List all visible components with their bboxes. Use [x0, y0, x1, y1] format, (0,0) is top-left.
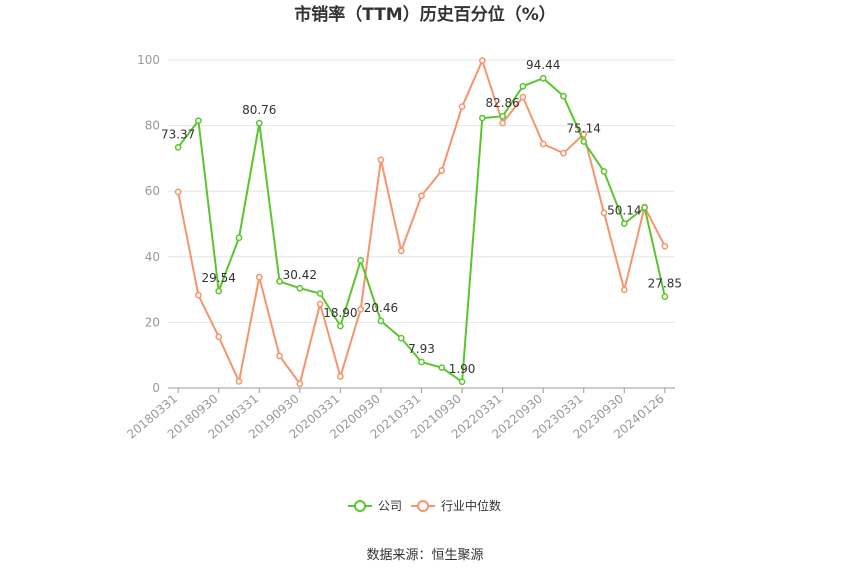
industry-median-data-point	[519, 93, 527, 101]
chart-title: 市销率（TTM）历史百分位（%）	[294, 4, 556, 25]
legend-label: 行业中位数	[441, 498, 501, 513]
y-tick-label: 20	[145, 315, 160, 329]
industry-median-data-point	[560, 149, 567, 157]
company-data-point	[560, 92, 567, 100]
company-data-point	[600, 168, 608, 175]
company-data-point	[235, 234, 243, 242]
company-data-point	[580, 138, 588, 145]
company-data-label: 82.86	[485, 96, 519, 110]
company-data-label: 75.14	[567, 122, 601, 136]
y-tick-label: 80	[145, 119, 160, 133]
industry-median-data-point	[478, 57, 486, 65]
company-data-label: 27.85	[648, 277, 682, 291]
company-data-label: 30.42	[283, 268, 317, 282]
company-data-label: 1.90	[449, 362, 476, 376]
industry-median-data-point	[296, 380, 304, 388]
company-data-label: 7.93	[408, 342, 435, 356]
company-data-point	[641, 204, 648, 211]
data-source-note: 数据来源：恒生聚源	[366, 548, 483, 563]
company-data-point	[499, 112, 506, 120]
company-data-point	[296, 284, 304, 292]
company-data-point	[519, 82, 527, 90]
industry-median-data-point	[600, 209, 608, 217]
company-data-label: 80.76	[242, 103, 276, 117]
industry-median-data-point	[377, 156, 385, 164]
company-data-point	[215, 287, 223, 295]
y-tick-label: 0	[152, 381, 160, 395]
company-data-point	[357, 257, 365, 264]
company-data-point	[276, 278, 283, 285]
company-data-point	[337, 322, 344, 330]
industry-median-data-point	[195, 291, 202, 299]
data-label-layer: 73.37 29.54 80.76 30.42 18.90 20.46 7.93 1.90 82…	[161, 58, 682, 376]
company-data-label: 50.14	[607, 204, 641, 218]
legend-marker-icon	[417, 500, 429, 512]
grid-layer	[168, 59, 675, 323]
company-data-label: 18.90	[323, 306, 357, 320]
y-tick-label: 60	[145, 184, 160, 198]
industry-median-data-point	[458, 103, 466, 110]
industry-median-data-point	[357, 305, 365, 313]
company-data-point	[620, 220, 628, 227]
company-data-point	[458, 378, 466, 386]
company-data-point	[397, 334, 405, 342]
industry-median-data-point	[276, 352, 283, 360]
industry-median-data-point	[539, 140, 547, 148]
industry-median-data-point	[215, 333, 223, 341]
industry-median-data-point	[661, 242, 669, 250]
company-data-point	[174, 143, 182, 151]
industry-median-data-point	[418, 192, 425, 200]
industry-median-data-point	[255, 273, 263, 281]
industry-median-data-point	[316, 300, 324, 308]
industry-median-data-point	[337, 373, 344, 380]
company-data-point	[377, 317, 385, 325]
company-data-point	[539, 74, 547, 82]
legend-label: 公司	[378, 499, 402, 513]
company-data-point	[255, 119, 263, 127]
legend-marker-icon	[354, 500, 366, 512]
y-tick-label: 100	[137, 53, 160, 67]
legend-item-company[interactable]: 公司	[348, 499, 402, 513]
industry-median-data-point	[499, 119, 506, 127]
company-data-label: 29.54	[202, 271, 236, 285]
y-tick-label: 40	[145, 250, 160, 264]
company-data-label: 20.46	[364, 301, 398, 315]
company-data-label: 73.37	[161, 127, 195, 141]
legend[interactable]: 公司 行业中位数	[348, 498, 501, 513]
industry-median-data-point	[235, 378, 243, 385]
industry-median-data-point	[174, 188, 182, 196]
company-data-point	[316, 290, 324, 297]
company-data-point	[418, 358, 425, 366]
series-layer	[174, 57, 669, 388]
legend-item-industry-median[interactable]: 行业中位数	[411, 498, 501, 513]
company-data-point	[438, 364, 446, 372]
company-data-point	[195, 117, 202, 125]
industry-median-data-point	[397, 247, 405, 255]
industry-median-data-point	[620, 286, 628, 294]
company-data-label: 94.44	[526, 58, 560, 72]
company-data-point	[478, 114, 486, 122]
industry-median-data-point	[438, 167, 446, 174]
company-data-point	[661, 293, 669, 301]
